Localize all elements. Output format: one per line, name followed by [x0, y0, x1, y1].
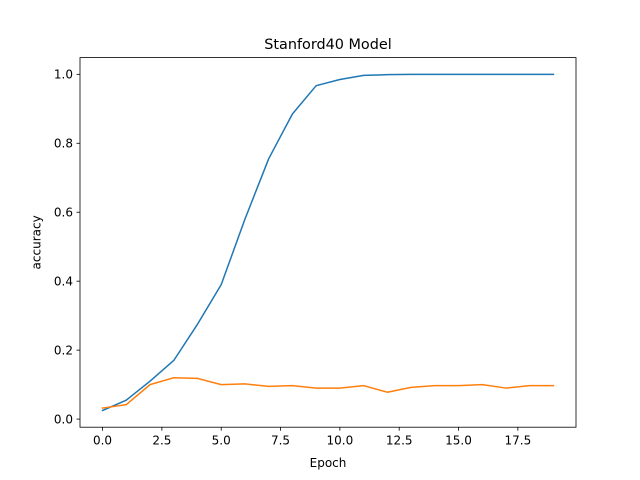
x-axis-title: Epoch [310, 456, 347, 470]
y-tick-label: 0.2 [54, 343, 73, 357]
x-tick-label: 10.0 [327, 434, 354, 448]
y-tick-label: 0.6 [54, 206, 73, 220]
chart-title: Stanford40 Model [264, 37, 391, 53]
y-tick-label: 0.8 [54, 137, 73, 151]
x-tick-label: 17.5 [504, 434, 531, 448]
x-tick-label: 2.5 [152, 434, 171, 448]
series-line-2 [101, 376, 555, 409]
plot-frame [79, 57, 577, 428]
x-tick-label: 7.5 [271, 434, 290, 448]
series-line-1 [101, 73, 555, 412]
x-tick-label: 5.0 [212, 434, 231, 448]
x-tick-label: 15.0 [445, 434, 472, 448]
x-axis: 0.0 2.5 5.0 7.5 10.0 12.5 15.0 17.5 [93, 427, 531, 448]
x-tick-label: 0.0 [93, 434, 112, 448]
plot-lines [101, 73, 555, 412]
y-axis-title: accuracy [30, 215, 44, 269]
y-axis: 0.0 0.2 0.4 0.6 0.8 1.0 [54, 68, 80, 426]
x-tick-label: 12.5 [386, 434, 413, 448]
y-tick-label: 0.4 [54, 274, 73, 288]
y-tick-label: 0.0 [54, 412, 73, 426]
y-tick-label: 1.0 [54, 68, 73, 82]
